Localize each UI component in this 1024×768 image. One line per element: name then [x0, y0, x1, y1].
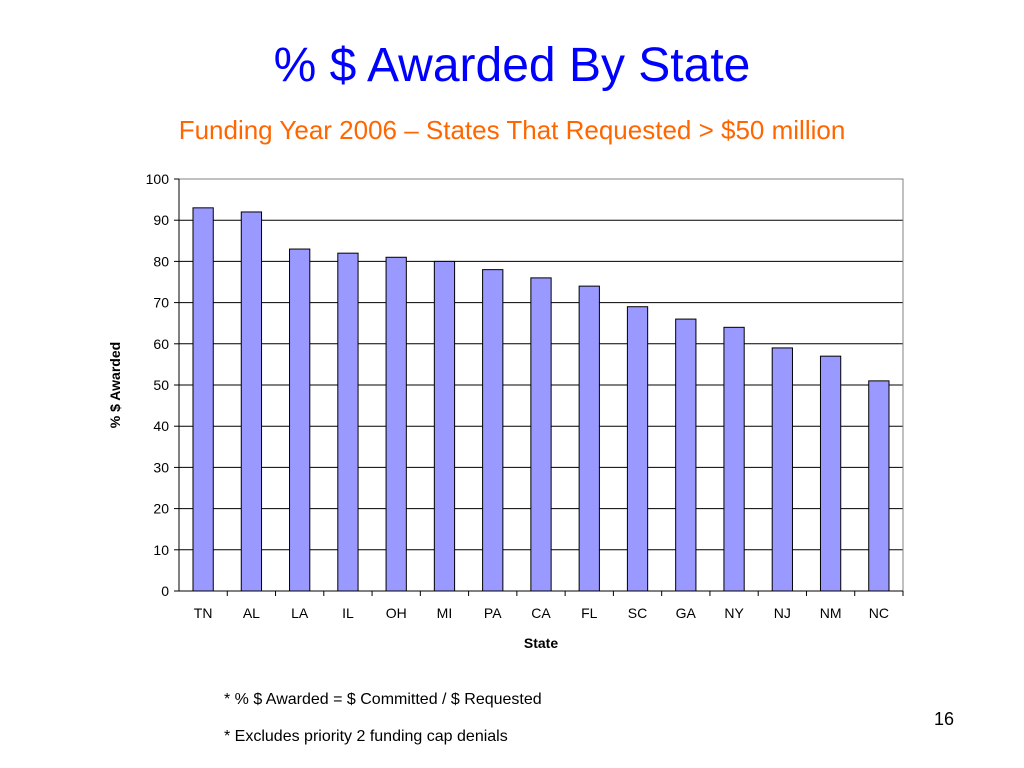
x-tick-label: NM [820, 605, 842, 621]
x-tick-label: NC [869, 605, 889, 621]
x-tick-label: PA [484, 605, 502, 621]
slide-title: % $ Awarded By State [273, 39, 751, 92]
bar-nc [868, 380, 890, 592]
footnote-definition: * % $ Awarded = $ Committed / $ Requeste… [224, 691, 542, 708]
y-tick-label: 90 [153, 212, 169, 228]
y-tick-label: 20 [153, 501, 169, 517]
x-tick-label: AL [243, 605, 260, 621]
x-axis-label: State [524, 635, 558, 651]
bar-la [289, 248, 311, 592]
x-tick-label: IL [342, 605, 354, 621]
x-tick-label: GA [676, 605, 697, 621]
bar-pa [482, 269, 504, 592]
bar-fl [578, 285, 600, 592]
x-tick-label: CA [531, 605, 551, 621]
y-tick-label: 50 [153, 377, 169, 393]
axes: 0 10 20 30 40 50 60 70 80 90 100 TN AL LA IL OH MI PA CA FL… [146, 171, 904, 621]
bar-ny [723, 326, 745, 592]
bar-nj [771, 347, 793, 592]
footnote-exclusion: * Excludes priority 2 funding cap denial… [224, 728, 508, 745]
bar-ga [675, 318, 697, 592]
y-tick-label: 60 [153, 336, 169, 352]
slide-subtitle: Funding Year 2006 – States That Requeste… [178, 115, 846, 145]
bar-oh [385, 256, 407, 592]
bar-al [240, 211, 263, 592]
x-tick-label: NJ [774, 605, 791, 621]
y-tick-label: 30 [153, 459, 169, 475]
x-tick-label: LA [291, 605, 309, 621]
bar-tn [192, 207, 214, 592]
x-tick-label: OH [386, 605, 407, 621]
bar-mi [433, 260, 456, 592]
y-tick-label: 10 [153, 542, 169, 558]
bar-sc [626, 306, 649, 592]
y-tick-label: 0 [161, 583, 169, 599]
y-tick-label: 80 [153, 253, 169, 269]
x-tick-label: TN [194, 605, 213, 621]
y-tick-label: 70 [153, 295, 169, 311]
footnotes: * % $ Awarded = $ Committed / $ Requeste… [224, 690, 542, 764]
x-tick-label: SC [628, 605, 647, 621]
x-tick-label: FL [581, 605, 598, 621]
x-tick-label: NY [724, 605, 744, 621]
x-tick-label: MI [437, 605, 453, 621]
y-tick-label: 100 [146, 171, 170, 187]
page-number: 16 [934, 709, 955, 729]
bars [192, 207, 890, 592]
bar-nm [819, 355, 842, 592]
bar-il [337, 252, 359, 592]
bar-ca [530, 277, 552, 592]
y-axis-label: % $ Awarded [107, 342, 123, 428]
y-tick-label: 40 [153, 418, 169, 434]
